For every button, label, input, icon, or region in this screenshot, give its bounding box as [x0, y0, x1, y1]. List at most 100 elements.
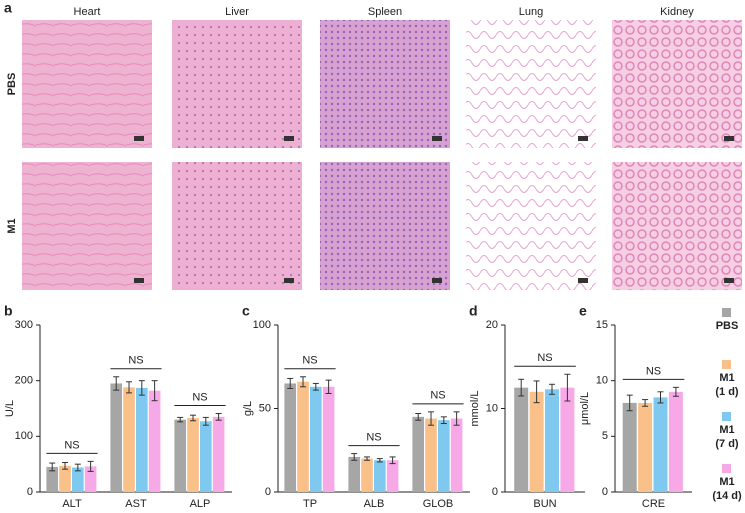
error-bar — [657, 391, 664, 404]
histology-image — [22, 162, 152, 290]
scale-bar — [284, 136, 294, 141]
significance-label: NS — [537, 352, 552, 364]
legend-swatch — [722, 360, 731, 369]
scale-bar — [134, 278, 144, 283]
bar — [297, 381, 309, 492]
error-bar — [87, 460, 94, 472]
error-bar — [428, 411, 435, 426]
bar — [668, 391, 683, 492]
x-tick-label: CRE — [642, 498, 665, 508]
scale-bar — [432, 278, 442, 283]
y-tick-label: 200 — [15, 375, 33, 387]
histology-image — [612, 162, 742, 290]
y-tick-label: 100 — [253, 319, 271, 331]
y-axis-label: U/L — [4, 400, 16, 417]
error-bar — [389, 456, 396, 465]
bar — [322, 386, 335, 492]
error-bar — [177, 416, 184, 423]
legend-label: PBS — [716, 320, 739, 332]
bar — [622, 402, 637, 492]
error-bar — [300, 376, 307, 388]
histology-image — [612, 20, 742, 148]
error-bar — [549, 383, 555, 395]
significance-label: NS — [64, 439, 79, 451]
y-tick-label: 15 — [596, 319, 608, 331]
histology-image — [172, 162, 302, 290]
histology-image — [172, 20, 302, 148]
bar — [84, 466, 97, 492]
bar — [450, 418, 463, 492]
y-tick-label: 0 — [492, 486, 498, 498]
scale-bar — [284, 278, 294, 283]
y-tick-label: 5 — [602, 430, 608, 442]
y-axis-label: μmol/L — [579, 392, 591, 425]
x-tick-label: ALP — [190, 498, 211, 508]
y-tick-label: 0 — [602, 486, 608, 498]
histology-image — [22, 20, 152, 148]
y-axis-label: g/L — [242, 401, 254, 416]
bar — [59, 465, 71, 492]
panel-label: d — [469, 303, 478, 319]
bar — [438, 420, 450, 492]
bar — [310, 386, 322, 492]
bar — [123, 387, 135, 492]
error-bar — [312, 382, 319, 391]
scale-bar — [724, 278, 734, 283]
bar — [148, 390, 161, 492]
bar — [425, 418, 437, 492]
y-tick-label: 20 — [486, 319, 498, 331]
y-axis-label: mmol/L — [469, 390, 481, 426]
error-bar — [74, 463, 81, 472]
error-bar — [564, 373, 571, 402]
bar — [560, 387, 575, 492]
y-tick-label: 10 — [596, 375, 608, 387]
error-bar — [642, 399, 649, 407]
y-tick-label: 300 — [15, 319, 33, 331]
error-bar — [49, 462, 56, 472]
error-bar — [351, 453, 358, 461]
bar — [514, 387, 529, 492]
x-tick-label: AST — [125, 498, 147, 508]
legend-swatch — [722, 412, 731, 421]
error-bar — [672, 386, 679, 397]
x-tick-label: BUN — [533, 498, 556, 508]
bar — [187, 417, 199, 492]
y-tick-label: 10 — [486, 402, 498, 414]
legend-label: M1 (1 d) — [715, 372, 739, 398]
row-label: M1 — [6, 218, 18, 233]
error-bar — [190, 414, 197, 422]
bar — [361, 458, 373, 492]
scale-bar — [134, 136, 144, 141]
error-bar — [364, 456, 371, 461]
significance-label: NS — [646, 365, 661, 377]
error-bar — [215, 413, 222, 421]
panel-label: a — [4, 0, 12, 16]
legend-swatch — [722, 464, 731, 473]
error-bar — [151, 380, 158, 402]
significance-label: NS — [366, 431, 381, 443]
panel-label: c — [242, 303, 250, 319]
error-bar — [453, 411, 460, 426]
legend-swatch — [722, 308, 731, 317]
significance-label: NS — [192, 391, 207, 403]
bar — [348, 456, 361, 492]
error-bar — [325, 379, 332, 394]
bar — [284, 383, 297, 492]
bar — [72, 467, 84, 492]
error-bar — [62, 461, 69, 470]
legend-label: M1 (7 d) — [715, 424, 739, 450]
histology-panel: a — [4, 0, 12, 16]
histology-image — [466, 20, 596, 148]
error-bar — [138, 380, 145, 396]
row-label: PBS — [6, 73, 18, 96]
error-bar — [626, 394, 633, 412]
bar — [545, 389, 559, 492]
x-tick-label: TP — [303, 498, 317, 508]
column-label: Kidney — [660, 6, 694, 18]
legend-label: M1 (14 d) — [712, 476, 742, 502]
x-tick-label: ALT — [62, 498, 82, 508]
bar — [638, 402, 653, 492]
bar — [174, 419, 187, 492]
significance-label: NS — [430, 390, 445, 402]
error-bar — [126, 381, 133, 394]
